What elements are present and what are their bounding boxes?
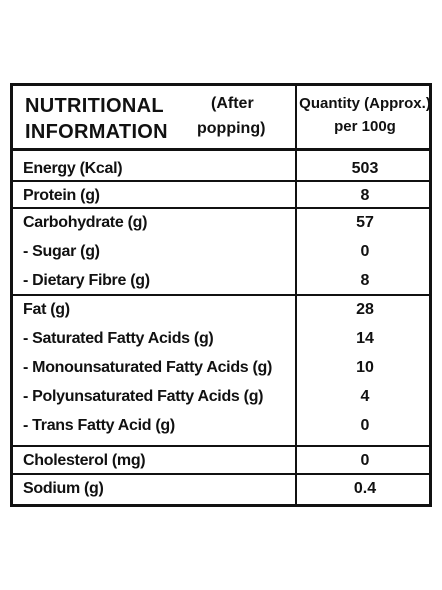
nutrient-value: 8: [360, 187, 370, 204]
nutrient-value: 0: [360, 243, 370, 260]
header-quantity-line1: Quantity (Approx.): [299, 95, 431, 112]
nutrient-value: 28: [356, 301, 374, 318]
nutrient-name: Cholesterol (mg): [23, 452, 146, 469]
nutrient-value: 8: [360, 272, 370, 289]
row-separator: [13, 207, 429, 209]
header-title-line2: INFORMATION: [25, 121, 168, 143]
table-header: NUTRITIONAL INFORMATION (After popping) …: [13, 86, 431, 151]
nutrient-name: - Sugar (g): [23, 243, 100, 260]
nutrient-value: 57: [356, 214, 374, 231]
nutrition-table: NUTRITIONAL INFORMATION (After popping) …: [10, 83, 432, 507]
nutrient-value: 0: [360, 452, 370, 469]
nutrient-name: Sodium (g): [23, 480, 104, 497]
row-separator: [13, 294, 429, 296]
header-title-line1: NUTRITIONAL: [25, 95, 164, 117]
nutrient-name: - Monounsaturated Fatty Acids (g): [23, 359, 273, 376]
nutrient-value: 0.4: [353, 480, 377, 497]
nutrient-name: - Saturated Fatty Acids (g): [23, 330, 214, 347]
nutrient-value: 0: [360, 417, 370, 434]
row-separator: [13, 473, 429, 475]
nutrient-name: Energy (Kcal): [23, 160, 123, 177]
nutrient-value: 4: [360, 388, 370, 405]
nutrient-name: - Dietary Fibre (g): [23, 272, 150, 289]
nutrient-name: Protein (g): [23, 187, 100, 204]
nutrient-name: - Trans Fatty Acid (g): [23, 417, 175, 434]
nutrient-name: Carbohydrate (g): [23, 214, 148, 231]
header-quantity-line2: per 100g: [334, 118, 396, 135]
header-note-line2: popping): [197, 120, 266, 137]
nutrient-value: 10: [356, 359, 374, 376]
row-separator: [13, 180, 429, 182]
nutrient-name: Fat (g): [23, 301, 70, 318]
nutrient-value: 14: [356, 330, 374, 347]
header-note-line1: (After: [211, 95, 254, 112]
nutrient-name: - Polyunsaturated Fatty Acids (g): [23, 388, 264, 405]
row-separator: [13, 445, 429, 447]
nutrient-value: 503: [351, 160, 379, 177]
